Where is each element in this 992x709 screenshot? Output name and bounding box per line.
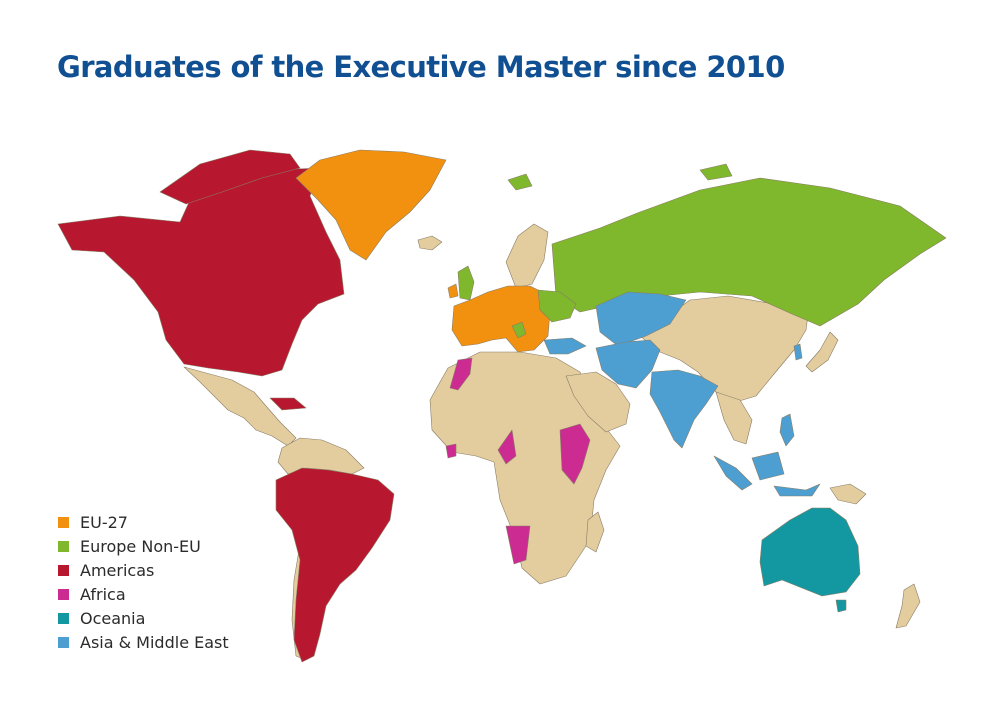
region-madagascar xyxy=(585,511,605,553)
legend-item-africa: Africa xyxy=(58,582,229,606)
region-united-kingdom xyxy=(457,265,475,301)
region-ireland xyxy=(447,283,459,299)
region-cuba xyxy=(269,397,307,411)
legend-item-oceania: Oceania xyxy=(58,606,229,630)
region-balkans xyxy=(511,321,527,339)
legend-item-americas: Americas xyxy=(58,558,229,582)
region-philippines xyxy=(779,413,795,447)
legend-item-eu27: EU-27 xyxy=(58,510,229,534)
region-india xyxy=(649,369,719,449)
region-southeast-asia xyxy=(715,391,753,445)
region-cameroon xyxy=(497,429,517,465)
region-brazil-andes xyxy=(275,467,395,663)
legend-label: EU-27 xyxy=(80,512,128,532)
region-iceland xyxy=(417,235,443,251)
region-tasmania xyxy=(835,599,847,613)
legend-item-asia-middle-east: Asia & Middle East xyxy=(58,630,229,654)
legend-swatch-americas xyxy=(58,564,69,576)
legend-swatch-eu27 xyxy=(58,516,69,528)
region-ghana xyxy=(445,443,457,459)
region-mexico-central-america xyxy=(183,366,297,447)
legend-swatch-asia-middle-east xyxy=(58,636,69,648)
legend-swatch-oceania xyxy=(58,612,69,624)
region-ethiopia-kenya xyxy=(559,423,591,485)
legend-label: Oceania xyxy=(80,608,146,628)
region-namibia xyxy=(505,525,531,565)
legend-item-europe-non-eu: Europe Non-EU xyxy=(58,534,229,558)
region-eu-mainland xyxy=(451,285,551,353)
region-central-asia xyxy=(595,291,687,347)
region-africa xyxy=(429,351,621,585)
legend-swatch-africa xyxy=(58,588,69,600)
region-turkey xyxy=(543,337,587,355)
region-china-east-asia xyxy=(639,295,811,403)
region-korea xyxy=(793,343,803,361)
region-scandinavia xyxy=(505,223,549,289)
region-papua-new-guinea xyxy=(829,483,867,505)
legend-label: Africa xyxy=(80,584,126,604)
region-japan xyxy=(805,331,839,373)
region-australia xyxy=(759,507,861,597)
region-arctic-islands xyxy=(507,163,733,191)
region-greenland xyxy=(295,149,447,261)
region-ukraine-belarus xyxy=(537,289,577,323)
region-indonesia xyxy=(713,451,821,497)
region-northern-south-america xyxy=(277,437,365,475)
region-arabia xyxy=(565,371,631,433)
map-title: Graduates of the Executive Master since … xyxy=(57,50,785,84)
legend-label: Asia & Middle East xyxy=(80,632,229,652)
region-canadian-arctic-islands xyxy=(159,149,301,205)
region-iran-afghanistan-pakistan xyxy=(595,339,661,389)
region-new-zealand xyxy=(895,583,921,629)
legend-label: Americas xyxy=(80,560,155,580)
legend: EU-27 Europe Non-EU Americas Africa Ocea… xyxy=(58,510,229,654)
legend-label: Europe Non-EU xyxy=(80,536,201,556)
region-morocco xyxy=(449,357,473,391)
legend-swatch-europe-non-eu xyxy=(58,540,69,552)
